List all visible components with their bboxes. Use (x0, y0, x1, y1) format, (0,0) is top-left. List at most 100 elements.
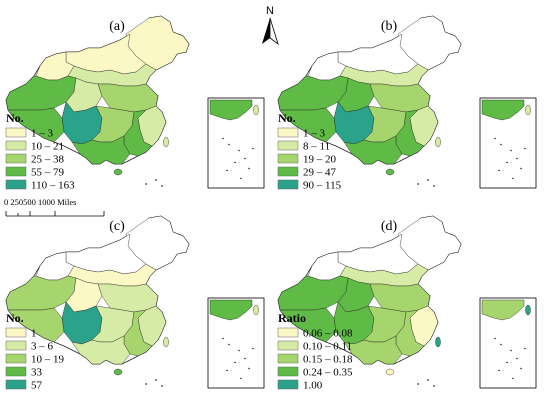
legend-label: 0.15 – 0.18 (303, 354, 353, 366)
islet-dot (427, 179, 429, 181)
inset-islet (237, 349, 241, 352)
legend-label: 0.10 – 0.11 (303, 341, 352, 353)
inset-islet (523, 147, 527, 150)
inset-islet (233, 361, 237, 364)
island-hainan (113, 368, 123, 376)
inset-islet (505, 161, 509, 164)
inset-islet (519, 367, 523, 370)
legend-label: 55 – 79 (31, 167, 65, 179)
map-d (277, 215, 462, 387)
legend-label: 90 – 115 (303, 180, 342, 192)
islet-dot (433, 185, 435, 187)
inset-coastline (209, 99, 253, 121)
inset-islet (515, 357, 519, 360)
islet-dot (145, 183, 147, 185)
inset-islet (509, 349, 513, 352)
legend-swatch (277, 127, 299, 138)
inset-islet (515, 157, 519, 160)
inset-islet (227, 343, 231, 346)
island-hainan (385, 168, 395, 176)
islet-dot (161, 185, 163, 187)
south-china-sea-inset (207, 97, 265, 189)
inset-islet (519, 167, 523, 170)
islet-dot (433, 385, 435, 387)
legend-title: Ratio (278, 311, 306, 325)
islet-dot (161, 385, 163, 387)
legend-title: No. (6, 311, 24, 325)
inset-islet (505, 361, 509, 364)
legend-swatch (5, 140, 27, 151)
legend-swatch (277, 366, 299, 377)
inset-islet (511, 377, 515, 380)
inset-islet (251, 147, 255, 150)
inset-islet (247, 167, 251, 170)
inset-islet (523, 347, 527, 350)
legend-swatch (277, 379, 299, 390)
island-taiwan (435, 336, 441, 348)
legend-label: 29 – 47 (303, 167, 337, 179)
legend-label: 1 – 3 (303, 128, 326, 140)
inset-islet (227, 143, 231, 146)
islet-dot (417, 183, 419, 185)
inset-islet (239, 177, 243, 180)
inset-islet (233, 161, 237, 164)
map-c (5, 215, 190, 387)
inset-islet (239, 377, 243, 380)
panel-d: (d) Ratio 0.06 – 0.080.10 – 0.110.15 – 0.1… (277, 215, 537, 392)
island-taiwan (163, 336, 169, 348)
inset-taiwan (253, 104, 259, 116)
inset-islet (221, 337, 225, 340)
inset-islet (225, 369, 229, 372)
inset-islet (511, 177, 515, 180)
legend-title: No. (6, 111, 24, 125)
legend-d: Ratio 0.06 – 0.080.10 – 0.110.15 – 0.180.… (277, 311, 353, 392)
legend-swatch (277, 166, 299, 177)
legend-swatch (5, 166, 27, 177)
south-china-sea-inset (207, 297, 265, 389)
legend-swatch (5, 153, 27, 164)
north-arrow-label: N (266, 5, 274, 17)
legend-swatch (5, 179, 27, 190)
panel-label: (d) (381, 219, 398, 234)
south-china-sea-inset (479, 97, 537, 189)
region-south (71, 135, 131, 165)
region-far-west (279, 307, 337, 343)
region-far-west (7, 107, 65, 143)
inset-islet (499, 143, 503, 146)
legend-swatch (277, 340, 299, 351)
inset-islet (225, 169, 229, 172)
legend-label: 10 – 21 (31, 141, 64, 153)
inset-taiwan (253, 304, 259, 316)
legend-label: 10 – 19 (31, 354, 65, 366)
legend-label: 25 – 38 (31, 154, 65, 166)
islet-dot (145, 383, 147, 385)
panel-label: (b) (381, 19, 398, 34)
inset-coastline (209, 299, 253, 321)
legend-title: No. (278, 111, 296, 125)
legend-swatch (277, 353, 299, 364)
map-a (5, 15, 190, 187)
scale-bar: 0 250500 1000 Miles (4, 197, 105, 217)
inset-taiwan (525, 304, 531, 316)
legend-label: 0.24 – 0.35 (303, 367, 353, 379)
inset-islet (243, 157, 247, 160)
south-china-sea-inset (479, 297, 537, 389)
legend-label: 8 – 11 (303, 141, 330, 153)
inset-islet (251, 347, 255, 350)
inset-islet (497, 169, 501, 172)
legend-swatch (5, 366, 27, 377)
inset-islet (493, 337, 497, 340)
scale-bar-ruler (5, 211, 105, 217)
legend-label: 57 (31, 380, 43, 392)
inset-islet (237, 149, 241, 152)
legend-swatch (5, 379, 27, 390)
islet-dot (417, 383, 419, 385)
inset-islet (509, 149, 513, 152)
map-b (277, 15, 462, 187)
